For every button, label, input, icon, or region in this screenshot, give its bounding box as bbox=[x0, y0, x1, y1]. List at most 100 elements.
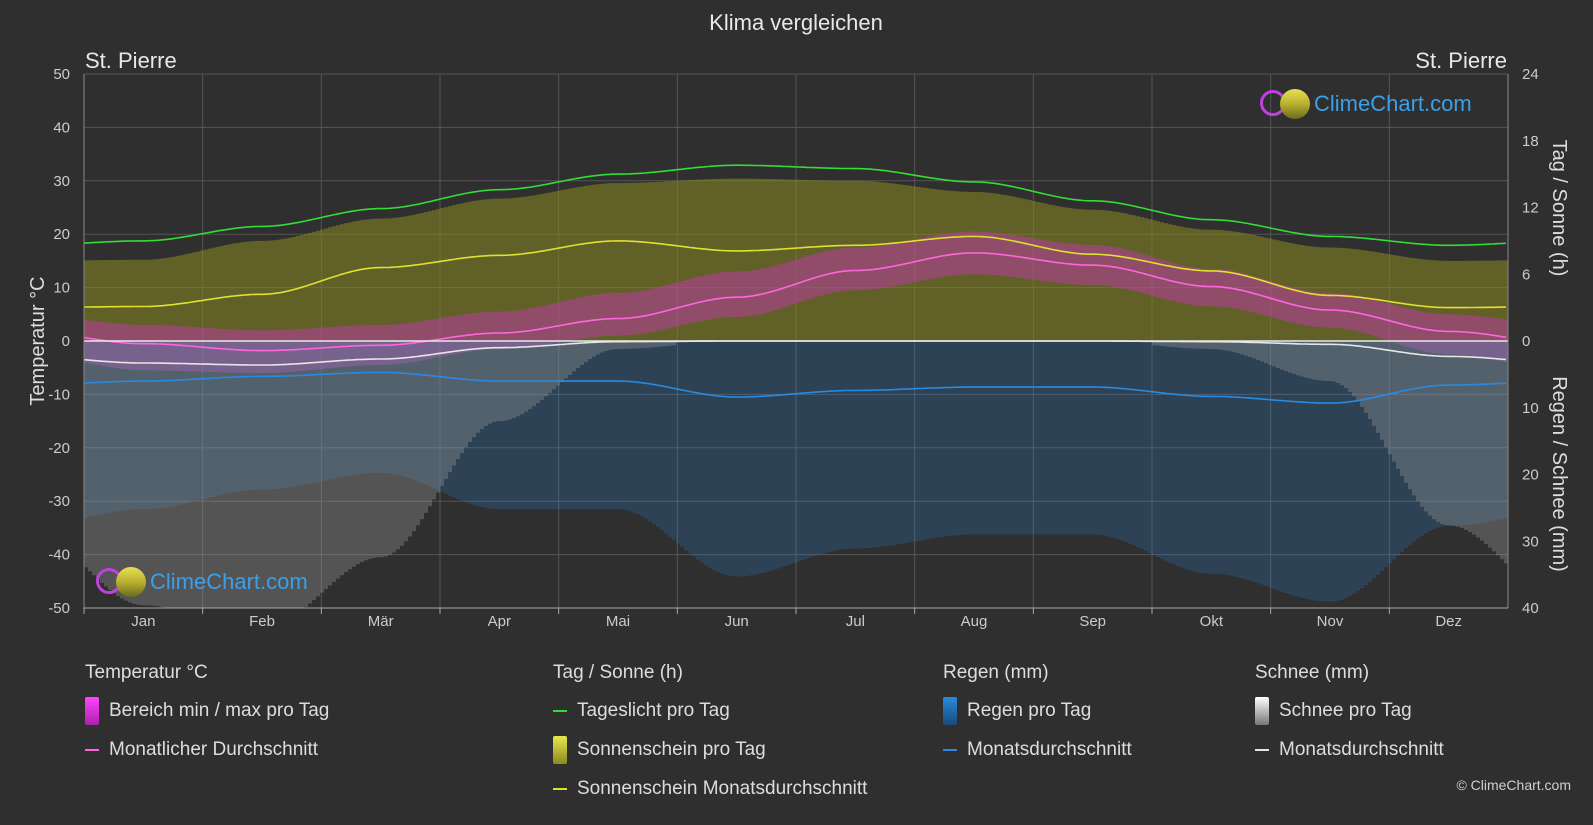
x-tick-label: Mär bbox=[368, 613, 394, 630]
rain-day-bar bbox=[444, 341, 448, 494]
snow-day-bar bbox=[428, 341, 432, 507]
rain-day-bar bbox=[1376, 341, 1380, 575]
sunshine-day-bar bbox=[96, 260, 100, 341]
rain-day-bar bbox=[1184, 341, 1188, 570]
temp-range-day-bar bbox=[1240, 272, 1244, 310]
snow-day-bar bbox=[104, 341, 108, 587]
snow-day-bar bbox=[196, 341, 200, 608]
sunshine-day-bar bbox=[428, 211, 432, 341]
temp-range-day-bar bbox=[208, 328, 212, 372]
snow-day-bar bbox=[268, 341, 272, 608]
rain-day-bar bbox=[248, 341, 252, 491]
sunshine-day-bar bbox=[212, 247, 216, 341]
snow-day-bar bbox=[672, 341, 676, 346]
rain-day-bar bbox=[1432, 341, 1436, 530]
snow-day-bar bbox=[1200, 341, 1204, 349]
sunshine-day-bar bbox=[332, 226, 336, 341]
sunshine-day-bar bbox=[1048, 204, 1052, 341]
snow-day-bar bbox=[640, 341, 644, 349]
snow-day-bar bbox=[320, 341, 324, 593]
sunshine-day-bar bbox=[620, 183, 624, 341]
sunshine-day-bar bbox=[108, 260, 112, 341]
snow-day-bar bbox=[180, 341, 184, 608]
sunshine-day-bar bbox=[1172, 225, 1176, 341]
snow-day-bar bbox=[92, 341, 96, 576]
sunshine-day-bar bbox=[692, 179, 696, 341]
temp-range-day-bar bbox=[496, 311, 500, 350]
sunshine-day-bar bbox=[592, 184, 596, 341]
snow-day-bar bbox=[1412, 341, 1416, 496]
sunshine-day-bar bbox=[1116, 212, 1120, 341]
snow-day-bar bbox=[1272, 341, 1276, 367]
line-swatch-icon bbox=[85, 749, 99, 751]
sunshine-day-bar bbox=[348, 222, 352, 341]
sunshine-day-bar bbox=[844, 180, 848, 341]
snow-day-bar bbox=[352, 341, 356, 567]
sunshine-day-bar bbox=[652, 182, 656, 341]
rain-day-bar bbox=[984, 341, 988, 535]
rain-day-bar bbox=[784, 341, 788, 566]
sunshine-day-bar bbox=[248, 241, 252, 341]
rain-day-bar bbox=[584, 341, 588, 510]
rain-day-bar bbox=[1412, 341, 1416, 542]
temp-range-day-bar bbox=[456, 315, 460, 354]
rain-day-bar bbox=[1388, 341, 1392, 564]
logo-text: ClimeChart.com bbox=[150, 569, 308, 594]
y2-tick-label: 18 bbox=[1522, 133, 1539, 150]
sunshine-day-bar bbox=[284, 238, 288, 341]
rain-day-bar bbox=[720, 341, 724, 574]
temp-range-day-bar bbox=[884, 244, 888, 288]
series-lines bbox=[84, 164, 1508, 404]
rain-day-bar bbox=[320, 341, 324, 482]
temp-range-day-bar bbox=[1460, 314, 1464, 355]
rain-day-bar bbox=[200, 341, 204, 500]
snow-day-bar bbox=[396, 341, 400, 550]
sunshine-day-bar bbox=[568, 188, 572, 341]
sunshine-day-bar bbox=[1368, 251, 1372, 341]
rain-day-bar bbox=[304, 341, 308, 485]
snow-day-bar bbox=[1396, 341, 1400, 469]
sunshine-day-bar bbox=[948, 190, 952, 341]
sunshine-day-bar bbox=[960, 191, 964, 341]
legend-rain-day-label: Regen pro Tag bbox=[967, 700, 1092, 721]
temp-range-day-bar bbox=[544, 305, 548, 345]
rain-day-bar bbox=[760, 341, 764, 574]
rain-day-bar bbox=[880, 341, 884, 547]
snow-day-bar bbox=[108, 341, 112, 590]
temp-range-day-bar bbox=[728, 271, 732, 318]
sunshine-day-bar bbox=[856, 180, 860, 341]
snow-day-bar bbox=[1296, 341, 1300, 376]
snow-day-bar bbox=[1152, 341, 1156, 346]
temp-range-day-bar bbox=[1212, 268, 1216, 307]
rain-day-bar bbox=[1352, 341, 1356, 594]
rain-day-bar bbox=[1004, 341, 1008, 535]
sunshine-day-bar bbox=[500, 198, 504, 341]
sunshine-day-bar bbox=[804, 179, 808, 341]
rain-day-bar bbox=[1260, 341, 1264, 585]
temp-range-day-bar bbox=[132, 324, 136, 371]
temp-range-day-bar bbox=[424, 320, 428, 360]
x-tick-label: Jun bbox=[725, 613, 749, 630]
snow-day-bar bbox=[1372, 341, 1376, 426]
sunshine-day-bar bbox=[1200, 229, 1204, 341]
rain-day-bar bbox=[468, 341, 472, 504]
legend-daylight-label: Tageslicht pro Tag bbox=[577, 700, 730, 721]
sunshine-day-bar bbox=[400, 216, 404, 341]
sunshine-day-bar bbox=[800, 179, 804, 341]
rain-day-bar bbox=[796, 341, 800, 562]
rain-day-bar bbox=[896, 341, 900, 545]
rain-day-bar bbox=[824, 341, 828, 553]
rain-day-bar bbox=[1036, 341, 1040, 535]
rain-day-bar bbox=[656, 341, 660, 527]
sunshine-day-bar bbox=[1484, 260, 1488, 341]
sunshine-day-bar bbox=[88, 260, 92, 341]
snow-day-bar bbox=[472, 341, 476, 438]
sunshine-day-bar bbox=[1300, 245, 1304, 341]
sunshine-day-bar bbox=[388, 218, 392, 341]
sunshine-day-bar bbox=[1252, 234, 1256, 341]
rain-day-bar bbox=[904, 341, 908, 543]
temp-range-day-bar bbox=[744, 271, 748, 317]
temp-range-day-bar bbox=[500, 311, 504, 349]
rain-day-bar bbox=[1136, 341, 1140, 548]
temp-range-day-bar bbox=[1192, 267, 1196, 306]
